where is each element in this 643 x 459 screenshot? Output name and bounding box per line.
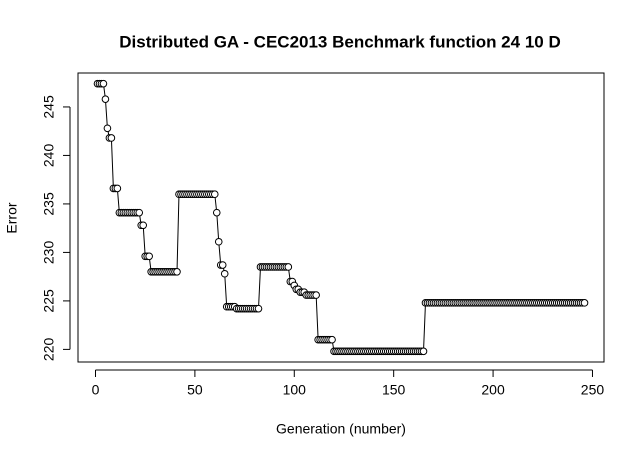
y-tick-label: 240 <box>41 144 57 168</box>
point <box>145 252 153 261</box>
x-tick-label: 0 <box>92 382 100 398</box>
point <box>328 335 336 344</box>
y-tick-label: 220 <box>41 338 57 362</box>
point <box>254 304 263 313</box>
point <box>580 299 589 307</box>
y-axis-label: Error <box>4 202 20 233</box>
y-tick-label: 230 <box>41 241 57 265</box>
point <box>220 269 229 278</box>
plot-box <box>77 72 605 363</box>
point <box>99 79 108 88</box>
point <box>103 124 112 133</box>
point <box>173 268 181 276</box>
point <box>218 261 227 269</box>
point <box>284 263 293 271</box>
point <box>312 291 320 299</box>
x-tick-label: 200 <box>481 382 505 398</box>
point <box>214 237 223 246</box>
x-tick-label: 50 <box>187 382 203 398</box>
point <box>101 95 110 103</box>
series-line <box>97 83 585 352</box>
point <box>107 134 116 142</box>
y-tick-label: 225 <box>41 289 57 313</box>
point <box>212 208 221 217</box>
y-tick-label: 245 <box>41 95 57 119</box>
x-axis-label: Generation (number) <box>276 421 406 437</box>
x-tick-label: 250 <box>581 382 605 398</box>
y-tick-label: 235 <box>41 192 57 216</box>
x-tick-label: 150 <box>382 382 406 398</box>
point <box>113 184 122 193</box>
point <box>139 221 148 230</box>
point <box>419 347 428 356</box>
point <box>135 208 144 217</box>
chart-title: Distributed GA - CEC2013 Benchmark funct… <box>119 32 560 51</box>
point <box>210 190 219 199</box>
x-tick-label: 100 <box>283 382 307 398</box>
